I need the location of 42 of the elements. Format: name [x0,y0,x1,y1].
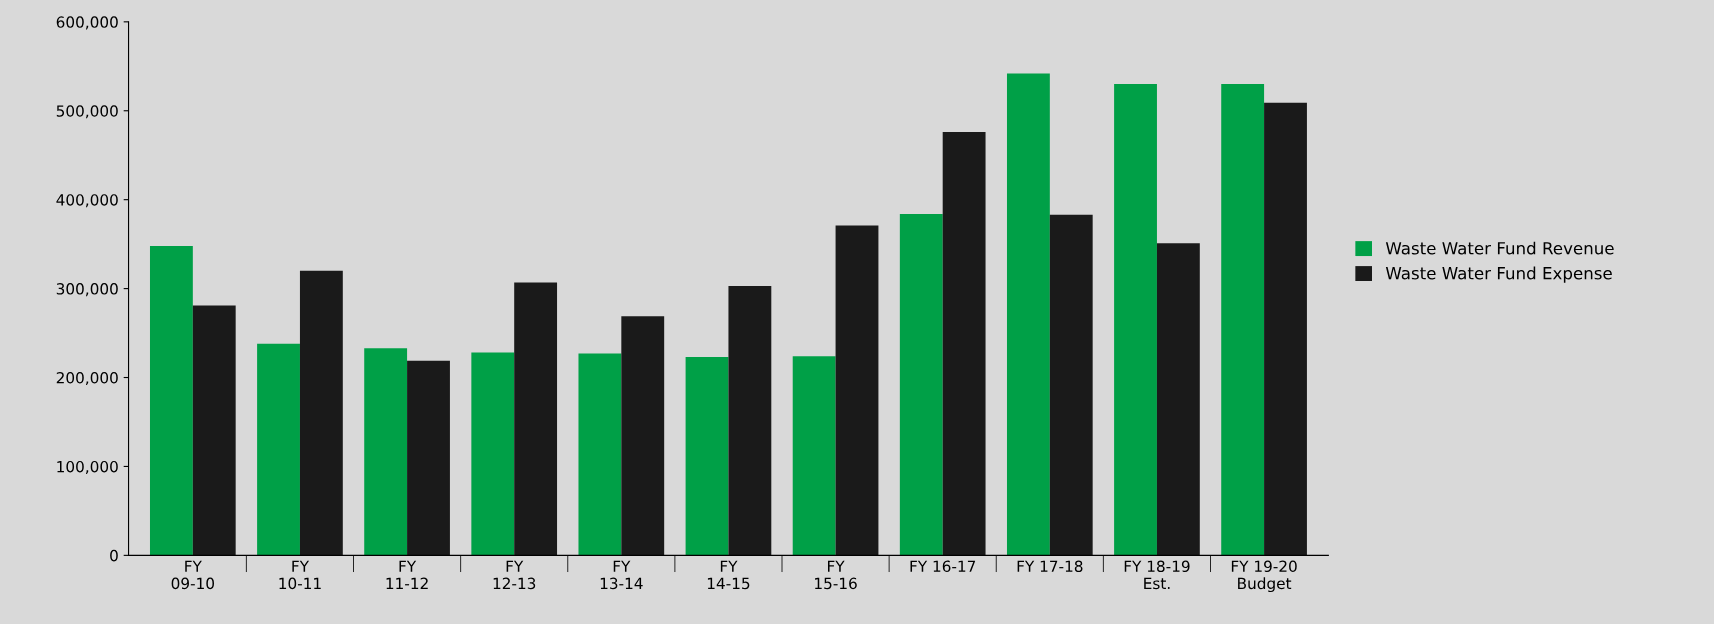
bar [942,132,986,556]
y-tick-label: 300,000 [56,283,118,297]
y-tick-label: 200,000 [56,371,118,386]
bar [192,305,236,556]
x-tick-label: FY 14-15 [707,560,750,590]
x-tick-label: FY 17-18 [1017,560,1083,573]
bar [685,357,729,556]
y-tick-label: 600,000 [56,16,118,30]
bar [514,282,558,556]
bar [471,352,515,556]
x-tick-label: FY 12-13 [493,560,536,590]
bar [1114,84,1157,556]
y-tick-label: 100,000 [57,460,118,475]
bar [364,348,408,556]
y-tick-label: 500,000 [56,105,118,119]
bar [899,213,943,556]
bar [1264,102,1307,556]
x-tick-label: FY 16-17 [910,560,976,573]
x-tick-label: FY 10-11 [279,560,321,590]
bar [257,343,300,556]
bar [578,353,622,556]
x-tick-label: FY 15-16 [815,560,857,590]
y-tick-label: 0 [110,549,118,562]
bar [1221,84,1265,556]
bar [1156,243,1200,556]
bar [149,245,193,556]
y-tick-label: 400,000 [56,194,118,208]
x-tick-label: FY 18-19 Est. [1124,560,1190,590]
bar [407,360,450,556]
x-tick-label: FY 09-10 [171,560,215,590]
bar [1006,73,1050,556]
x-tick-label: FY 13-14 [600,560,643,590]
legend-label: Waste Water Fund Expense [1385,266,1612,283]
bar [299,270,343,556]
bar [792,356,836,556]
bar [1049,214,1093,556]
x-tick-label: FY 11-12 [386,560,428,589]
x-tick-label: FY 19-20 Budget [1231,560,1297,593]
bar [728,285,772,556]
bar [621,316,665,556]
bar [835,225,879,556]
legend-label: Waste Water Fund Revenue [1385,241,1614,255]
